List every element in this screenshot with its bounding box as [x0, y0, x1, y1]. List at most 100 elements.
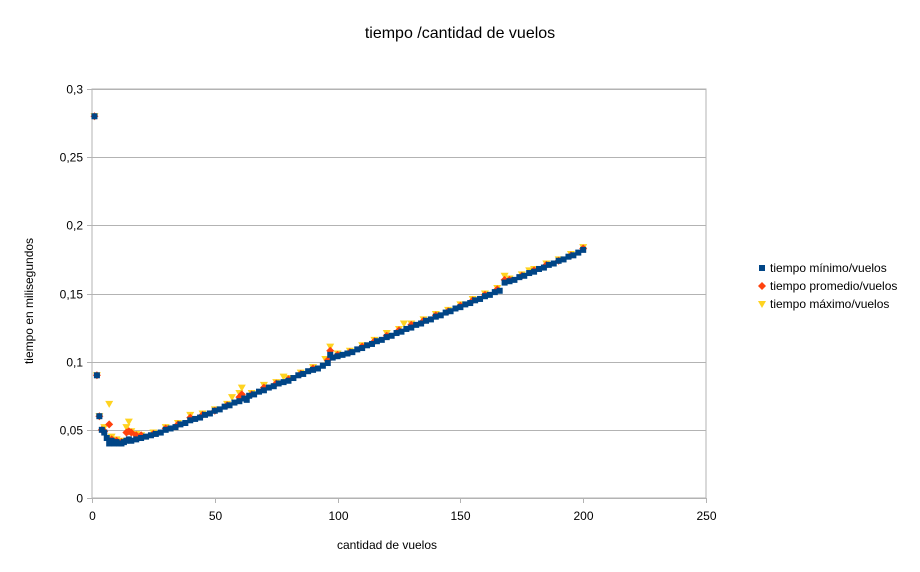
- data-point: [96, 413, 103, 420]
- data-point: [280, 379, 287, 386]
- data-point: [177, 421, 184, 428]
- data-point: [418, 320, 425, 327]
- legend-item: tiempo promedio/vuelos: [758, 279, 897, 293]
- data-point: [133, 436, 140, 443]
- data-point: [192, 415, 199, 422]
- y-tick-label: 0,3: [66, 83, 83, 97]
- data-point: [295, 372, 302, 379]
- legend-item: tiempo mínimo/vuelos: [759, 261, 887, 275]
- data-point: [432, 313, 439, 320]
- plot-area: [91, 88, 707, 499]
- legend: tiempo mínimo/vuelos tiempo promedio/vuel…: [758, 261, 897, 311]
- data-point: [162, 426, 169, 433]
- data-point: [550, 260, 557, 267]
- data-point: [256, 388, 263, 395]
- data-point: [237, 384, 246, 392]
- data-point: [359, 345, 366, 352]
- data-point: [506, 278, 513, 285]
- data-point: [501, 279, 508, 286]
- data-point: [143, 433, 150, 440]
- data-point: [399, 320, 408, 328]
- data-point: [531, 268, 538, 275]
- data-point: [472, 297, 479, 304]
- data-point: [368, 340, 375, 347]
- legend-label: tiempo mínimo/vuelos: [770, 261, 887, 275]
- series-square: [91, 113, 587, 447]
- data-point: [260, 387, 267, 394]
- data-point: [545, 261, 552, 268]
- data-point: [105, 400, 114, 408]
- data-point: [452, 305, 459, 312]
- x-tick-label: 150: [450, 509, 470, 523]
- data-point: [201, 411, 208, 418]
- data-point: [486, 291, 493, 298]
- legend-label: tiempo promedio/vuelos: [770, 279, 897, 293]
- data-point: [216, 406, 223, 413]
- data-point: [167, 425, 174, 432]
- y-axis-title: tiempo en milisegundos: [22, 238, 36, 364]
- y-tick-label: 0,25: [60, 151, 84, 165]
- y-tick-label: 0,2: [66, 219, 83, 233]
- data-point: [457, 304, 464, 311]
- data-point: [535, 265, 542, 272]
- data-point: [334, 353, 341, 360]
- y-axis: 0 0,05 0,1 0,15 0,2 0,25 0,3: [60, 83, 92, 506]
- x-tick-label: 100: [328, 509, 348, 523]
- y-tick-label: 0: [76, 492, 83, 506]
- data-point: [124, 418, 133, 426]
- data-point: [540, 264, 547, 271]
- x-axis-title: cantidad de vuelos: [337, 538, 437, 552]
- data-point: [575, 249, 582, 256]
- y-tick-label: 0,15: [60, 288, 84, 302]
- data-point: [580, 246, 587, 253]
- data-point: [442, 309, 449, 316]
- data-point: [226, 402, 233, 409]
- data-point: [398, 328, 405, 335]
- data-point: [491, 289, 498, 296]
- data-point: [270, 383, 277, 390]
- data-point: [206, 410, 213, 417]
- data-point: [285, 377, 292, 384]
- x-axis: 0 50 100 150 200 250: [89, 498, 717, 523]
- legend-marker: [759, 265, 765, 271]
- data-point: [314, 365, 321, 372]
- data-point: [521, 272, 528, 279]
- data-point: [403, 325, 410, 332]
- data-point: [565, 253, 572, 260]
- data-point: [427, 316, 434, 323]
- data-point: [300, 370, 307, 377]
- data-point: [243, 396, 250, 403]
- y-tick-label: 0,1: [66, 356, 83, 370]
- data-point: [526, 270, 533, 277]
- data-point: [383, 334, 390, 341]
- data-point: [373, 338, 380, 345]
- data-point: [236, 398, 243, 405]
- data-point: [157, 429, 164, 436]
- legend-item: tiempo máximo/vuelos: [758, 297, 889, 311]
- data-point: [388, 332, 395, 339]
- x-tick-label: 200: [573, 509, 593, 523]
- data-point: [462, 301, 469, 308]
- data-point: [408, 324, 415, 331]
- x-tick-label: 0: [89, 509, 96, 523]
- data-series: [90, 112, 588, 447]
- data-point: [275, 380, 282, 387]
- data-point: [481, 293, 488, 300]
- data-point: [265, 384, 272, 391]
- data-point: [197, 414, 204, 421]
- data-point: [221, 403, 228, 410]
- data-point: [349, 349, 356, 356]
- data-point: [447, 308, 454, 315]
- grid-lines: [92, 89, 706, 499]
- data-point: [147, 432, 154, 439]
- data-point: [91, 113, 98, 120]
- data-point: [339, 351, 346, 358]
- data-point: [187, 417, 194, 424]
- chart-title: tiempo /cantidad de vuelos: [365, 25, 555, 42]
- data-point: [378, 336, 385, 343]
- data-point: [511, 276, 518, 283]
- data-point: [329, 354, 336, 361]
- data-point: [324, 360, 331, 367]
- data-point: [516, 274, 523, 281]
